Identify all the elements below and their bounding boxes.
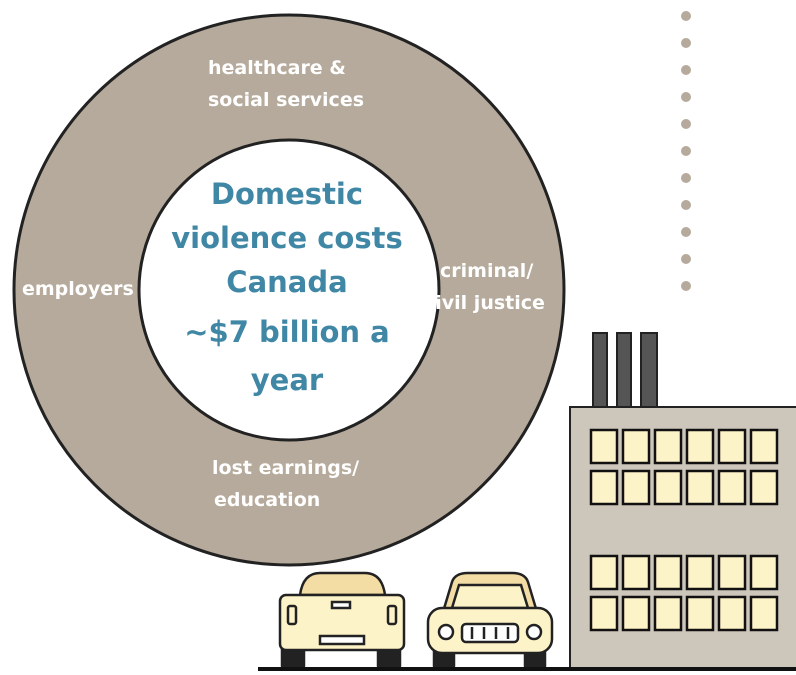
truck [278, 571, 406, 671]
center-amount: year [251, 363, 324, 397]
ring-label: criminal/ [440, 260, 533, 282]
center-amount: ~$7 billion a [184, 315, 390, 349]
center-title: violence costs [171, 221, 402, 255]
ring-label: lost earnings/ [212, 457, 359, 479]
car [426, 571, 554, 671]
ring-label: healthcare & [208, 57, 346, 79]
ring-label: employers [22, 278, 134, 300]
center-title: Canada [226, 265, 347, 299]
center-title: Domestic [211, 177, 363, 211]
factory [569, 332, 796, 670]
ring-label: education [214, 489, 320, 511]
dotted-line [681, 11, 691, 291]
ring-label: social services [208, 89, 364, 111]
ring-center [137, 138, 441, 442]
ring-label: civil justice [424, 292, 545, 314]
